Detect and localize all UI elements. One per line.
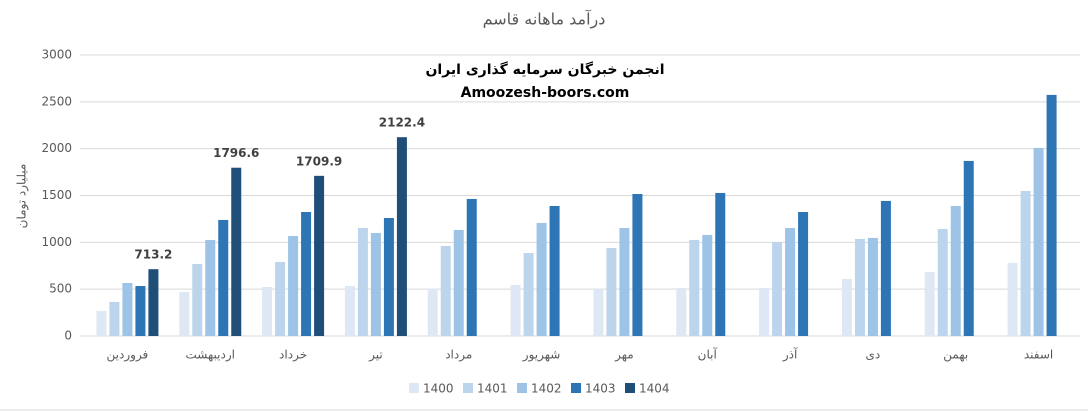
legend-label: 1404 [639, 382, 670, 396]
bar [344, 285, 355, 336]
data-label: 713.2 [134, 248, 172, 262]
x-tick-label: بهمن [943, 348, 968, 363]
bar [1020, 191, 1031, 336]
x-tick-label: شهریور [522, 348, 561, 363]
bar [357, 228, 368, 336]
y-tick-label: 2000 [41, 141, 72, 155]
legend-label: 1403 [585, 382, 616, 396]
bar [179, 291, 190, 336]
bar [606, 247, 617, 336]
bar [288, 235, 299, 336]
watermark: انجمن خبرگان سرمایه گذاری ایران [425, 61, 664, 78]
bar [396, 137, 407, 336]
bar [231, 167, 242, 336]
bar [122, 282, 133, 336]
bar [192, 263, 203, 336]
bar [453, 229, 464, 336]
bar [510, 284, 521, 336]
bar [135, 285, 146, 336]
bar [593, 288, 604, 336]
bar [96, 310, 107, 336]
bar [759, 287, 770, 336]
x-tick-label: مهر [614, 348, 634, 363]
x-tick-label: اردیبهشت [186, 348, 235, 363]
y-tick-label: 1500 [41, 188, 72, 202]
bar [867, 237, 878, 336]
bar [523, 253, 534, 336]
legend-swatch [463, 383, 473, 393]
legend-label: 1401 [477, 382, 508, 396]
bar [632, 194, 643, 336]
bar [924, 271, 935, 336]
bar [536, 222, 547, 336]
bar [772, 241, 783, 336]
bar [109, 301, 120, 336]
x-tick-label: آذر [782, 347, 798, 363]
bar [841, 278, 852, 336]
data-label: 1709.9 [296, 154, 342, 168]
bar [427, 288, 438, 336]
watermark: Amoozesh-boors.com [461, 85, 630, 101]
bar [314, 175, 325, 336]
x-tick-label: فروردین [107, 348, 149, 363]
bar [963, 160, 974, 336]
y-tick-label: 1000 [41, 235, 72, 249]
x-tick-label: خرداد [279, 348, 307, 363]
bar [440, 245, 451, 336]
bar [937, 228, 948, 336]
bar [1046, 94, 1057, 336]
legend-swatch [571, 383, 581, 393]
x-tick-label: اسفند [1024, 348, 1053, 362]
bar [148, 269, 159, 336]
bar [715, 192, 726, 336]
data-label: 1796.6 [213, 146, 259, 160]
bar [549, 205, 560, 336]
bar [689, 239, 700, 336]
x-tick-label: دی [866, 348, 881, 362]
bar [1033, 147, 1044, 336]
legend-swatch [517, 383, 527, 393]
legend-label: 1402 [531, 382, 562, 396]
legend-swatch [625, 383, 635, 393]
y-axis-label: میلیارد تومان [15, 164, 30, 229]
bar [275, 262, 286, 336]
legend-label: 1400 [423, 382, 454, 396]
bar [1007, 262, 1018, 336]
y-tick-label: 500 [49, 282, 72, 296]
x-tick-label: مرداد [445, 348, 472, 363]
bar [466, 198, 477, 336]
bar [262, 287, 273, 336]
bar [785, 228, 796, 336]
bar [950, 205, 961, 336]
bar [798, 211, 809, 336]
y-tick-label: 2500 [41, 94, 72, 108]
y-tick-label: 3000 [41, 48, 72, 62]
y-tick-label: 0 [64, 329, 72, 343]
bar [619, 228, 630, 336]
x-tick-label: آبان [698, 347, 718, 362]
bar [854, 238, 865, 336]
bar [676, 287, 687, 336]
bar [702, 234, 713, 336]
bar [218, 219, 229, 336]
bar [370, 232, 381, 336]
bar [205, 239, 216, 336]
bar [383, 217, 394, 336]
bar [301, 211, 312, 336]
data-label: 2122.4 [379, 116, 425, 130]
x-tick-label: تیر [368, 348, 383, 363]
legend-swatch [409, 383, 419, 393]
bar [880, 200, 891, 336]
chart-title: درآمد ماهانه قاسم [483, 10, 606, 30]
